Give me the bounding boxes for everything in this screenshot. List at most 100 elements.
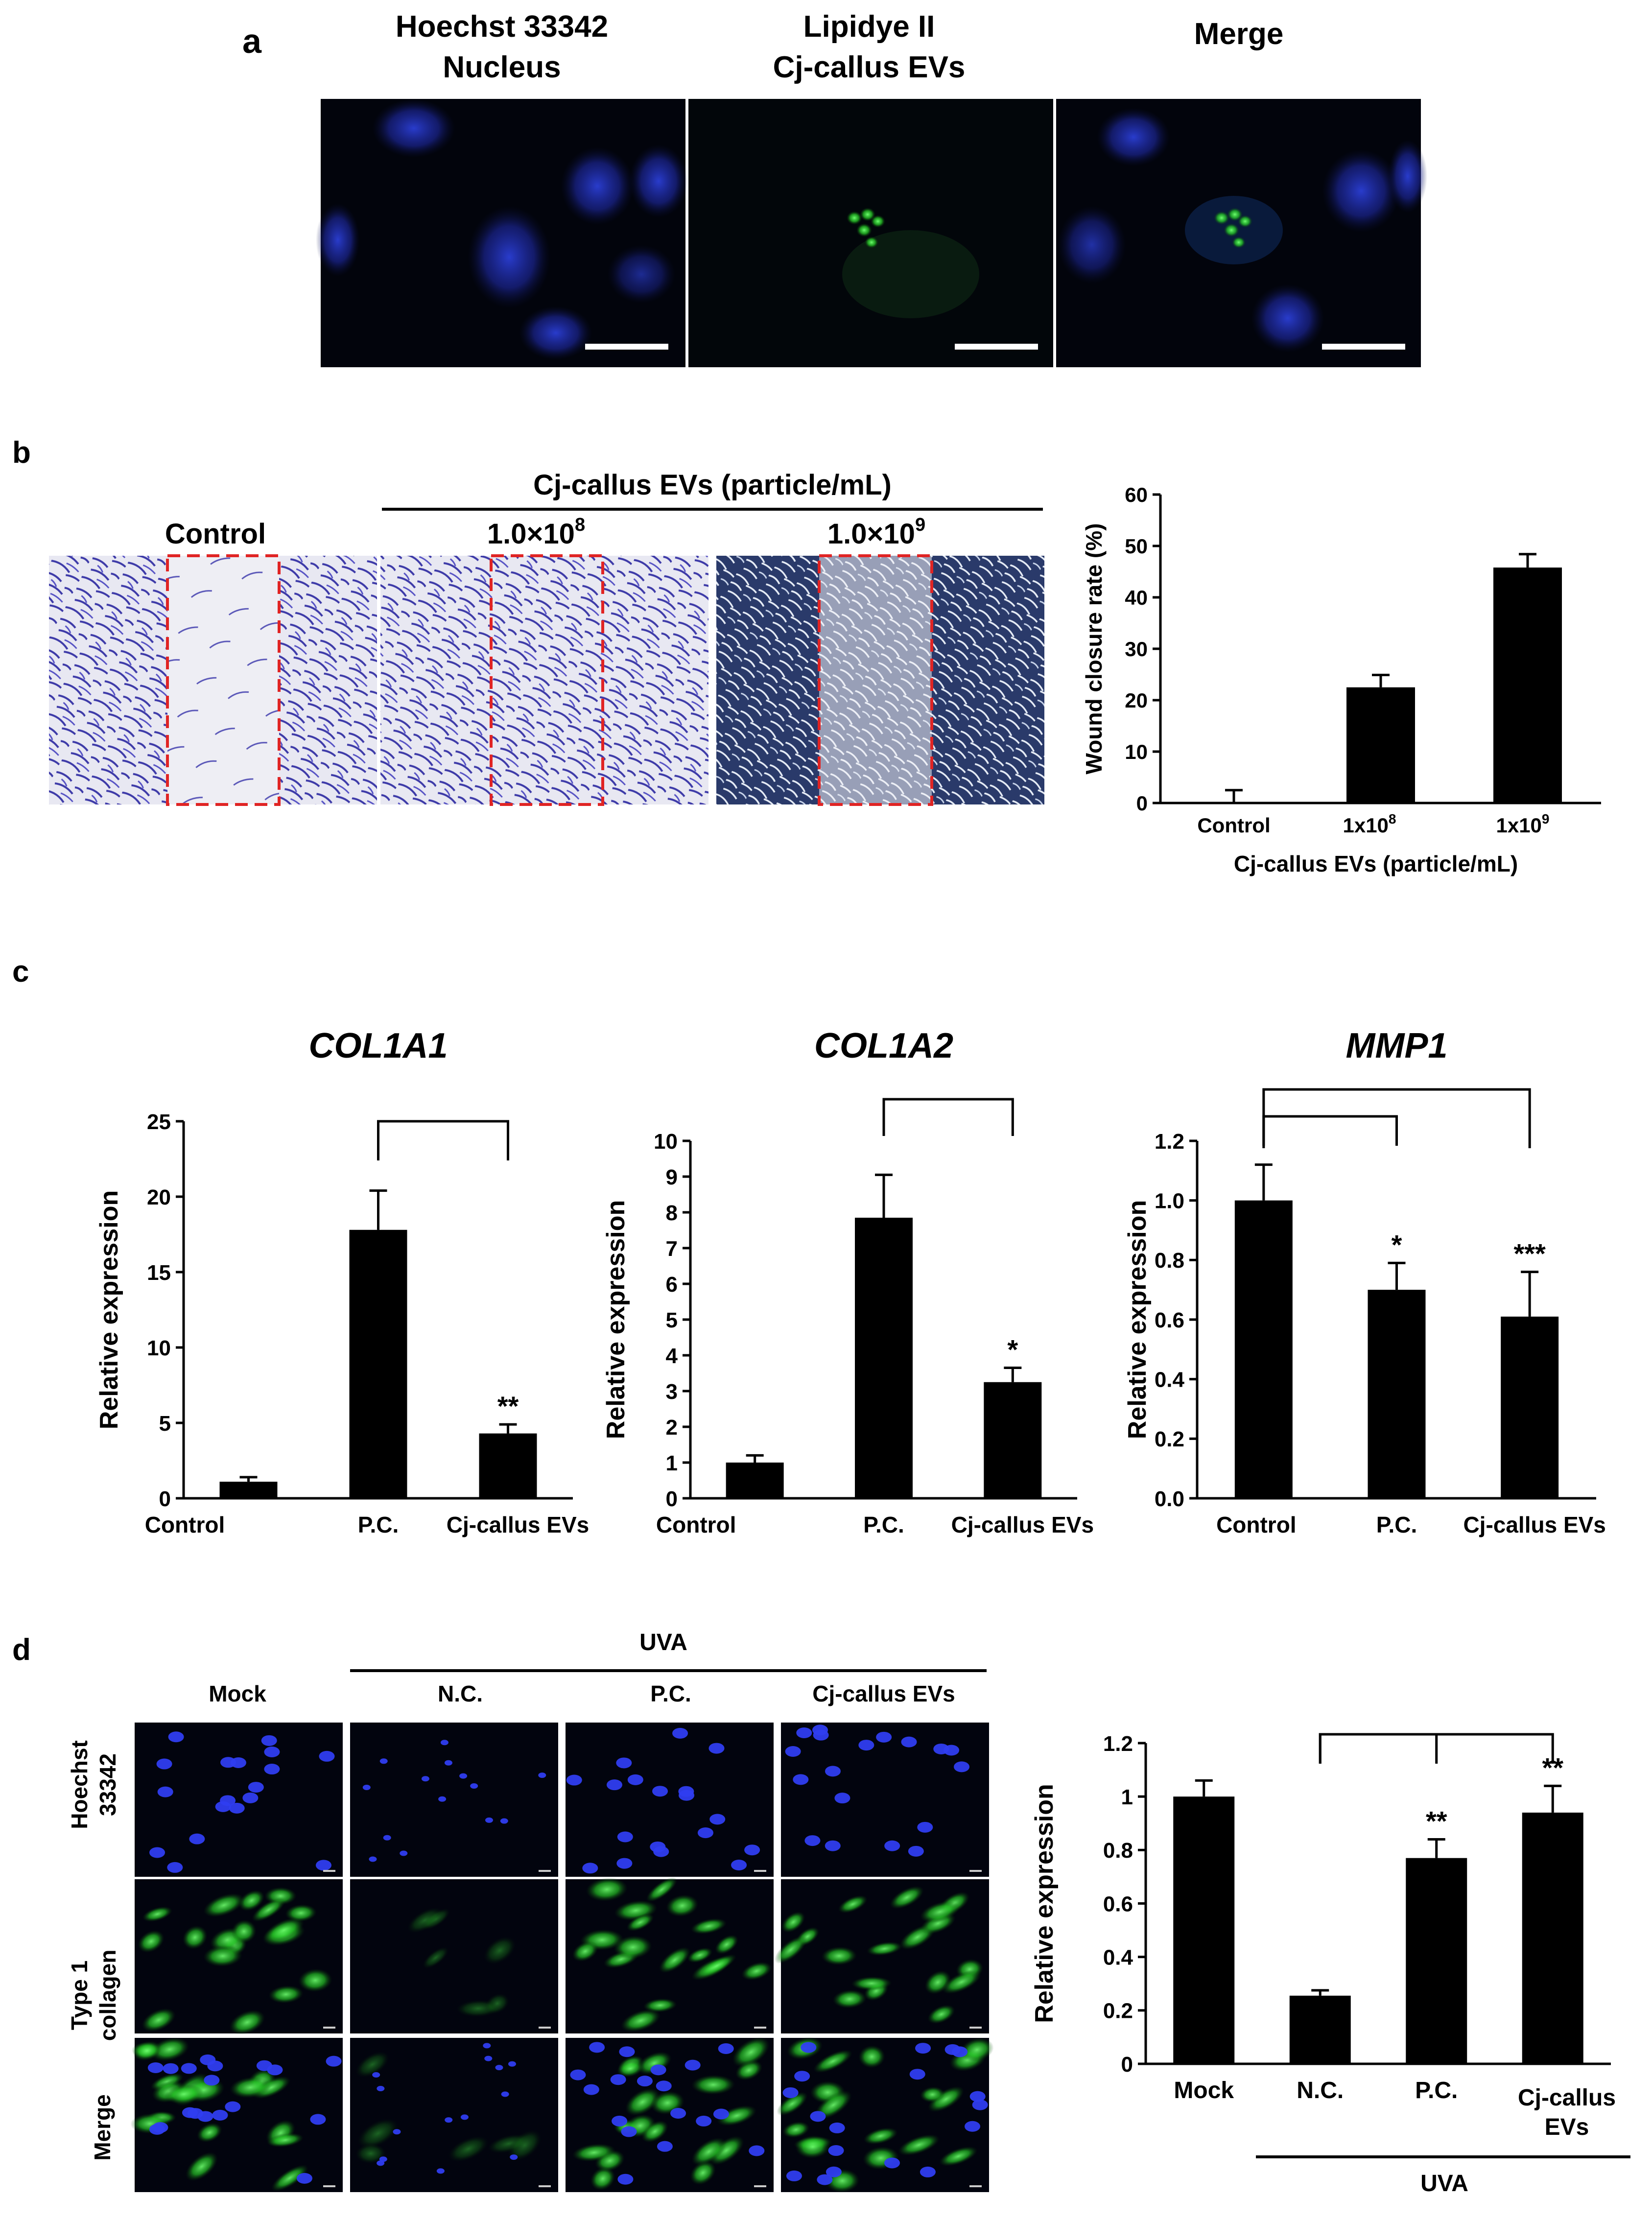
collagen-signal — [715, 1935, 738, 1955]
collagen-signal — [898, 2134, 940, 2156]
collagen-signal — [229, 2009, 265, 2035]
bar — [219, 1482, 278, 1498]
bar — [1346, 687, 1415, 803]
nucleus — [876, 1731, 892, 1743]
collagen-signal — [620, 2009, 661, 2032]
scale-bar — [754, 2185, 766, 2187]
collagen-signal — [939, 2146, 978, 2167]
y-tick-label: 0 — [1121, 2053, 1133, 2077]
collagen-signal — [298, 1968, 332, 1992]
nucleus — [697, 1827, 713, 1839]
y-tick-label: 0.2 — [1155, 1427, 1184, 1451]
nucleus — [969, 2091, 986, 2102]
collagen-signal — [355, 2143, 386, 2164]
collagen-signal — [626, 1914, 654, 1932]
nucleus — [749, 2145, 765, 2156]
scale-bar — [539, 2185, 551, 2187]
bar — [855, 1217, 913, 1498]
nucleus — [149, 1847, 165, 1858]
collagen-signal — [185, 2152, 218, 2181]
nucleus — [566, 1774, 582, 1786]
collagen-signal — [164, 2084, 204, 2104]
nucleus — [829, 2122, 845, 2133]
nucleus — [501, 2091, 509, 2097]
nucleus — [379, 2156, 387, 2162]
y-tick-label: 40 — [1125, 586, 1148, 609]
panel-b-img-control-label: Control — [165, 518, 266, 550]
nucleus — [583, 2084, 599, 2095]
collagen-signal — [182, 1925, 208, 1950]
panel-a-col3-label: Merge — [1194, 17, 1284, 51]
nucleus — [826, 2166, 842, 2177]
nucleus — [242, 1792, 259, 1803]
nucleus — [782, 2087, 799, 2098]
nucleus — [589, 2042, 605, 2053]
nucleus — [616, 1757, 632, 1769]
nucleus — [582, 1863, 598, 1874]
panel-b-img-1e9-label: 1.0×109 — [827, 515, 925, 550]
significance-mark: ** — [1426, 1806, 1447, 1837]
nucleus — [326, 2056, 342, 2067]
collagen-signal — [448, 2136, 489, 2162]
nucleus — [858, 1740, 874, 1751]
panel-b-tick-1e9: 1x109 — [1496, 811, 1549, 837]
collagen-signal — [586, 1877, 628, 1902]
panel-a-letter: a — [242, 22, 262, 60]
x-tick-label: Cj-callus EVs — [951, 1512, 1094, 1537]
collagen-signal — [133, 2041, 162, 2061]
nucleus — [440, 1740, 448, 1746]
collagen-signal — [920, 2086, 945, 2103]
panel-c-letter: c — [12, 955, 29, 989]
collagen-signal — [821, 1946, 857, 1965]
collagen-signal — [625, 2088, 660, 2116]
nucleus — [229, 1802, 245, 1814]
y-tick-label: 0.0 — [1155, 1487, 1184, 1511]
nucleus — [917, 1821, 933, 1833]
y-tick-label: 4 — [666, 1344, 678, 1368]
collagen-signal — [659, 1947, 691, 1973]
y-tick-label: 9 — [666, 1165, 678, 1189]
collagen-signal — [456, 2000, 500, 2017]
collagen-signal — [572, 2143, 616, 2162]
nucleus — [168, 1731, 184, 1743]
nucleus — [617, 2174, 634, 2185]
collagen-signal — [942, 1970, 981, 1994]
collagen-signal — [691, 2137, 727, 2166]
scale-bar — [323, 2027, 335, 2029]
collagen-signal — [203, 1893, 245, 1917]
comparison-bracket — [1262, 1115, 1398, 1146]
panel-a-image-merge — [1056, 99, 1427, 367]
nucleus — [220, 1757, 236, 1768]
panel-b-img-1e8-label: 1.0×108 — [487, 515, 585, 550]
nucleus — [637, 2076, 653, 2087]
significance-mark: ** — [497, 1391, 519, 1421]
x-tick-label: P.C. — [1376, 1512, 1417, 1537]
significance-mark: * — [1392, 1229, 1402, 1260]
x-tick-label: Cj-callus EVs — [447, 1512, 589, 1537]
micrograph — [350, 1879, 558, 2033]
significance-mark: *** — [1513, 1238, 1546, 1269]
x-tick-label: Cj-callus EVs — [1463, 1512, 1605, 1537]
collagen-signal — [858, 2045, 885, 2068]
panel-d-image-grid — [130, 1723, 994, 2193]
micrograph — [566, 1723, 774, 1877]
collagen-signal — [666, 1894, 699, 1917]
y-tick-label: 1 — [1121, 1785, 1133, 1809]
nucleus — [679, 1790, 695, 1801]
collagen-signal — [832, 1989, 867, 2008]
nucleus — [445, 2117, 453, 2123]
y-tick-label: 0.4 — [1103, 1946, 1133, 1970]
scale-bar — [754, 2027, 766, 2029]
bar — [1501, 1316, 1559, 1498]
nucleus — [212, 2109, 228, 2121]
nucleus — [470, 1783, 478, 1789]
collagen-signal — [357, 2118, 399, 2149]
y-tick-label: 60 — [1125, 483, 1148, 506]
y-tick-label: 10 — [1125, 740, 1148, 763]
nucleus — [944, 2044, 961, 2055]
scale-bar — [539, 2027, 551, 2029]
nucleus — [612, 2115, 628, 2126]
scale-bar — [969, 2027, 982, 2029]
nucleus — [965, 2121, 981, 2132]
